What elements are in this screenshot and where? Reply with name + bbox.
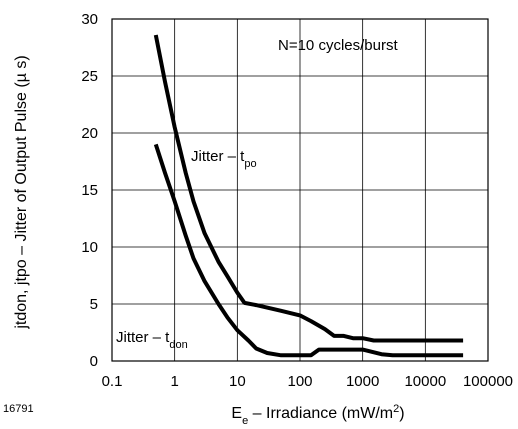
series-label-tpo: Jitter – tpo [191,148,257,170]
x-tick-label: 100000 [463,373,513,390]
x-tick-label: 1 [170,373,178,390]
figure-id: 16791 [3,403,34,415]
y-tick-label: 20 [81,125,98,142]
x-tick-label: 0.1 [102,373,123,390]
y-axis-label: jtdon, jtpo – Jitter of Output Pulse (µ … [13,55,30,329]
plot-frame [111,18,489,362]
x-tick-label: 100 [287,373,312,390]
y-tick-label: 0 [90,353,98,370]
x-axis-label: Ee – Irradiance (mW/m2) [231,403,404,427]
annotation-cycles: N=10 cycles/burst [278,37,398,54]
x-tick-labels: 0.1 1 10 100 1000 10000 100000 [102,373,513,390]
grid [111,18,489,362]
series-label-tdon: Jitter – tdon [116,329,188,351]
y-tick-label: 10 [81,239,98,256]
x-tick-label: 1000 [346,373,379,390]
y-tick-label: 15 [81,182,98,199]
series-line-tdon [153,143,464,358]
y-tick-labels: 0 5 10 15 20 25 30 [81,11,98,370]
y-tick-label: 25 [81,68,98,85]
x-tick-label: 10000 [404,373,446,390]
y-tick-label: 30 [81,11,98,28]
x-tick-label: 10 [229,373,246,390]
y-tick-label: 5 [90,296,98,313]
series-layer [153,34,464,358]
series-line-tpo [153,34,464,343]
